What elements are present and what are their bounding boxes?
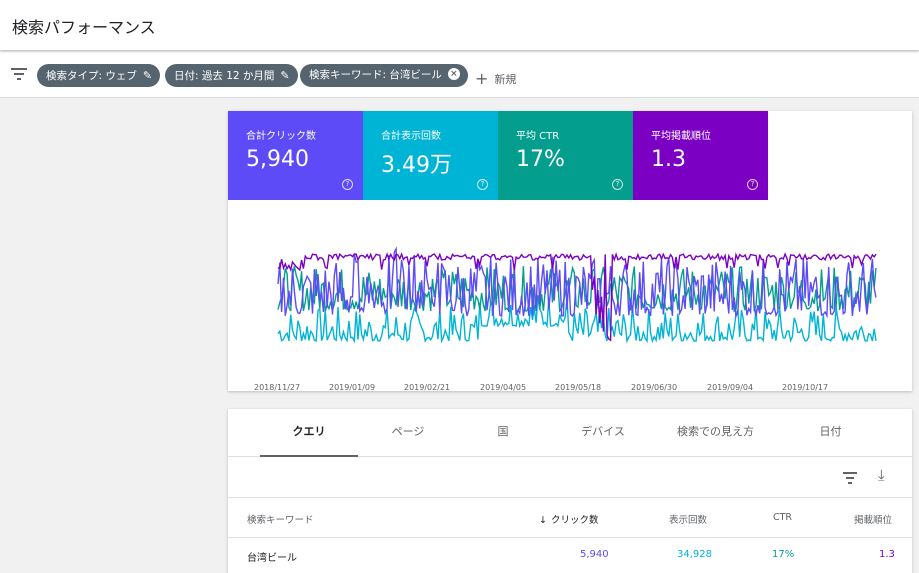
line-chart: 2018/11/27 2019/01/09 2019/02/21 2019/04/05… (254, 246, 877, 391)
metric-value: 3.49万 (381, 153, 452, 178)
help-icon[interactable]: ? (342, 179, 353, 190)
metric-impressions[interactable]: 合計表示回数 3.49万 ? (363, 111, 498, 200)
filter-icon[interactable] (11, 68, 27, 82)
help-icon[interactable]: ? (747, 179, 758, 190)
dimension-tabs: クエリ ページ 国 デバイス 検索での見え方 日付 (228, 409, 912, 457)
close-circle-icon[interactable]: × (447, 68, 460, 80)
col-ctr[interactable]: CTR (773, 512, 793, 523)
series-line (277, 252, 877, 342)
col-position[interactable]: 掲載順位 (854, 515, 893, 526)
table-header: 検索キーワード ↓ クリック数 表示回数 CTR 掲載順位 (228, 499, 912, 538)
tab-countries[interactable]: 国 (497, 425, 509, 438)
sort-arrow-icon: ↓ (539, 515, 547, 526)
cell-position: 1.3 (879, 549, 895, 560)
add-filter-label: 新規 (494, 73, 517, 86)
metric-label: 平均掲載順位 (651, 131, 711, 142)
x-tick-label: 2019/04/05 (480, 383, 526, 391)
table-toolbar: ⤓ (228, 458, 912, 498)
col-query[interactable]: 検索キーワード (247, 515, 314, 526)
page-title: 検索パフォーマンス (12, 18, 156, 37)
metric-label: 合計表示回数 (381, 131, 441, 142)
series-line (277, 246, 877, 319)
x-tick-label: 2019/01/09 (329, 383, 375, 391)
tab-queries[interactable]: クエリ (260, 409, 358, 457)
cell-impressions: 34,928 (677, 549, 712, 560)
pencil-icon[interactable]: ✎ (280, 69, 290, 82)
chip-label: 検索タイプ: ウェブ (46, 70, 137, 82)
cell-clicks: 5,940 (580, 549, 609, 560)
tab-pages[interactable]: ページ (391, 425, 425, 438)
metric-label: 平均 CTR (516, 131, 560, 142)
x-tick-label: 2019/09/04 (707, 383, 753, 391)
series-line (277, 265, 877, 313)
filter-bar: 検索タイプ: ウェブ ✎ 日付: 過去 12 か月間 ✎ 検索キーワード: 台湾ビー… (0, 52, 919, 98)
metric-value: 5,940 (246, 147, 309, 172)
plus-icon: + (475, 69, 489, 88)
cell-query: 台湾ビール (247, 553, 297, 564)
col-clicks[interactable]: ↓ クリック数 (539, 512, 598, 526)
table-row[interactable]: 台湾ビール 5,940 34,928 17% 1.3 (228, 539, 912, 573)
pencil-icon[interactable]: ✎ (142, 69, 153, 82)
x-tick-label: 2019/10/17 (782, 383, 828, 391)
chip-label: 日付: 過去 12 か月間 (174, 70, 275, 82)
x-tick-label: 2018/11/27 (254, 383, 300, 391)
help-icon[interactable]: ? (477, 179, 488, 190)
app-bar: 検索パフォーマンス (0, 0, 919, 50)
performance-chart-card: 合計クリック数 5,940 ? 合計表示回数 3.49万 ? 平均 CTR 17… (228, 111, 912, 391)
x-tick-label: 2019/06/30 (631, 383, 677, 391)
help-icon[interactable]: ? (612, 179, 623, 190)
x-tick-label: 2019/05/18 (555, 383, 601, 391)
add-filter-button[interactable]: + 新規 (475, 68, 517, 88)
filter-rows-icon[interactable] (843, 472, 857, 484)
x-tick-label: 2019/02/21 (404, 383, 450, 391)
series-line (277, 296, 877, 344)
metric-position[interactable]: 平均掲載順位 1.3 ? (633, 111, 768, 200)
metric-value: 1.3 (651, 147, 686, 172)
queries-table-card: クエリ ページ 国 デバイス 検索での見え方 日付 ⤓ 検索キーワード ↓ クリッ… (228, 409, 912, 573)
metric-ctr[interactable]: 平均 CTR 17% ? (498, 111, 633, 200)
metric-label: 合計クリック数 (246, 131, 316, 142)
chip-search-type[interactable]: 検索タイプ: ウェブ ✎ (37, 64, 161, 87)
download-icon[interactable]: ⤓ (878, 466, 885, 484)
col-impressions[interactable]: 表示回数 (669, 515, 708, 526)
tab-search-appearance[interactable]: 検索での見え方 (677, 425, 754, 438)
tab-devices[interactable]: デバイス (581, 425, 625, 438)
chip-date[interactable]: 日付: 過去 12 か月間 ✎ (165, 64, 298, 87)
metric-value: 17% (516, 147, 565, 172)
col-clicks-label: クリック数 (550, 515, 599, 526)
cell-ctr: 17% (772, 549, 795, 560)
chip-label: 検索キーワード: 台湾ビール (309, 69, 442, 81)
chip-query[interactable]: 検索キーワード: 台湾ビール × (300, 64, 468, 87)
metric-clicks[interactable]: 合計クリック数 5,940 ? (228, 111, 363, 200)
tab-dates[interactable]: 日付 (819, 425, 842, 438)
